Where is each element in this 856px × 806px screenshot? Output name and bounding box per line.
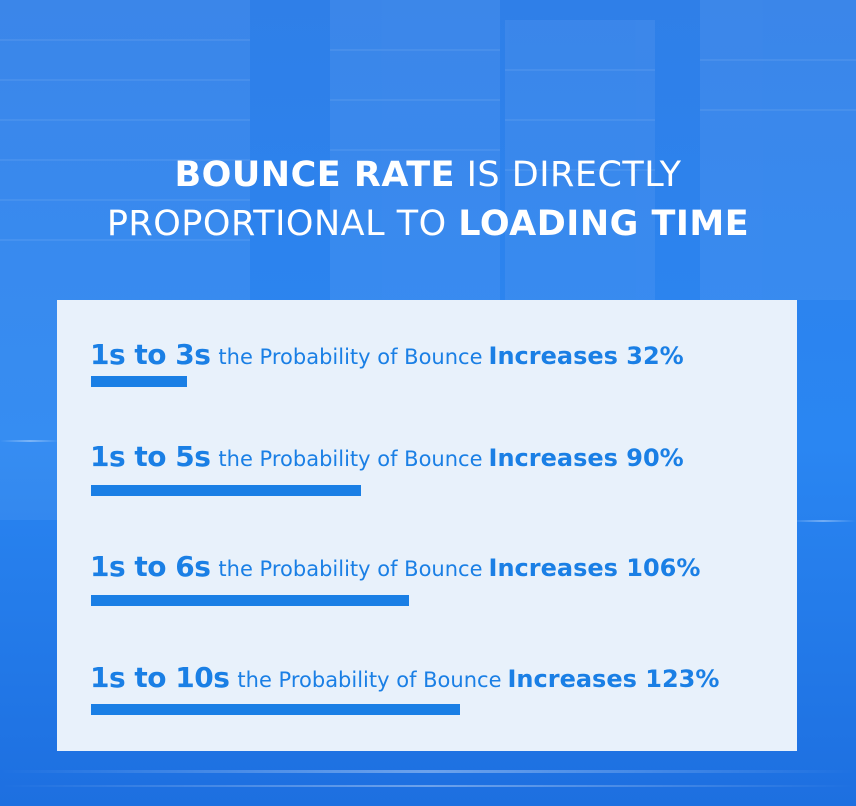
row-2-result: Increases 90% bbox=[488, 444, 684, 472]
row-3-result: Increases 106% bbox=[488, 554, 701, 582]
row-4-phrase: the Probability of Bounce bbox=[237, 668, 502, 692]
title-bold-bounce-rate: BOUNCE RATE bbox=[174, 155, 455, 195]
row-3-phrase: the Probability of Bounce bbox=[218, 557, 483, 581]
row-2-phrase: the Probability of Bounce bbox=[218, 447, 483, 471]
title-line-2: PROPORTIONAL TO LOADING TIME bbox=[0, 197, 856, 251]
row-2-range: 1s to 5s bbox=[90, 440, 211, 473]
row-3-bar bbox=[91, 595, 409, 606]
row-4-bar bbox=[91, 704, 460, 715]
row-4-result: Increases 123% bbox=[507, 665, 720, 693]
title-line-1: BOUNCE RATE IS DIRECTLY bbox=[0, 148, 856, 202]
row-3-range: 1s to 6s bbox=[90, 550, 211, 583]
title-bold-loading-time: LOADING TIME bbox=[458, 204, 750, 244]
row-1-bar bbox=[91, 376, 187, 387]
row-2-bar bbox=[91, 485, 361, 496]
row-3-text: 1s to 6s the Probability of Bounce Increas… bbox=[90, 547, 700, 591]
row-1-range: 1s to 3s bbox=[90, 338, 211, 371]
row-1-text: 1s to 3s the Probability of Bounce Increas… bbox=[90, 335, 684, 379]
row-2-text: 1s to 5s the Probability of Bounce Increas… bbox=[90, 437, 684, 481]
title-normal-directly: IS DIRECTLY bbox=[454, 155, 682, 195]
row-4-range: 1s to 10s bbox=[90, 661, 230, 694]
row-1-result: Increases 32% bbox=[488, 342, 684, 370]
title-normal-proportional: PROPORTIONAL TO bbox=[106, 204, 459, 244]
row-4-text: 1s to 10s the Probability of Bounce Increa… bbox=[90, 658, 719, 702]
stats-panel: 1s to 3s the Probability of Bounce Increas… bbox=[57, 300, 797, 751]
row-1-phrase: the Probability of Bounce bbox=[218, 345, 483, 369]
